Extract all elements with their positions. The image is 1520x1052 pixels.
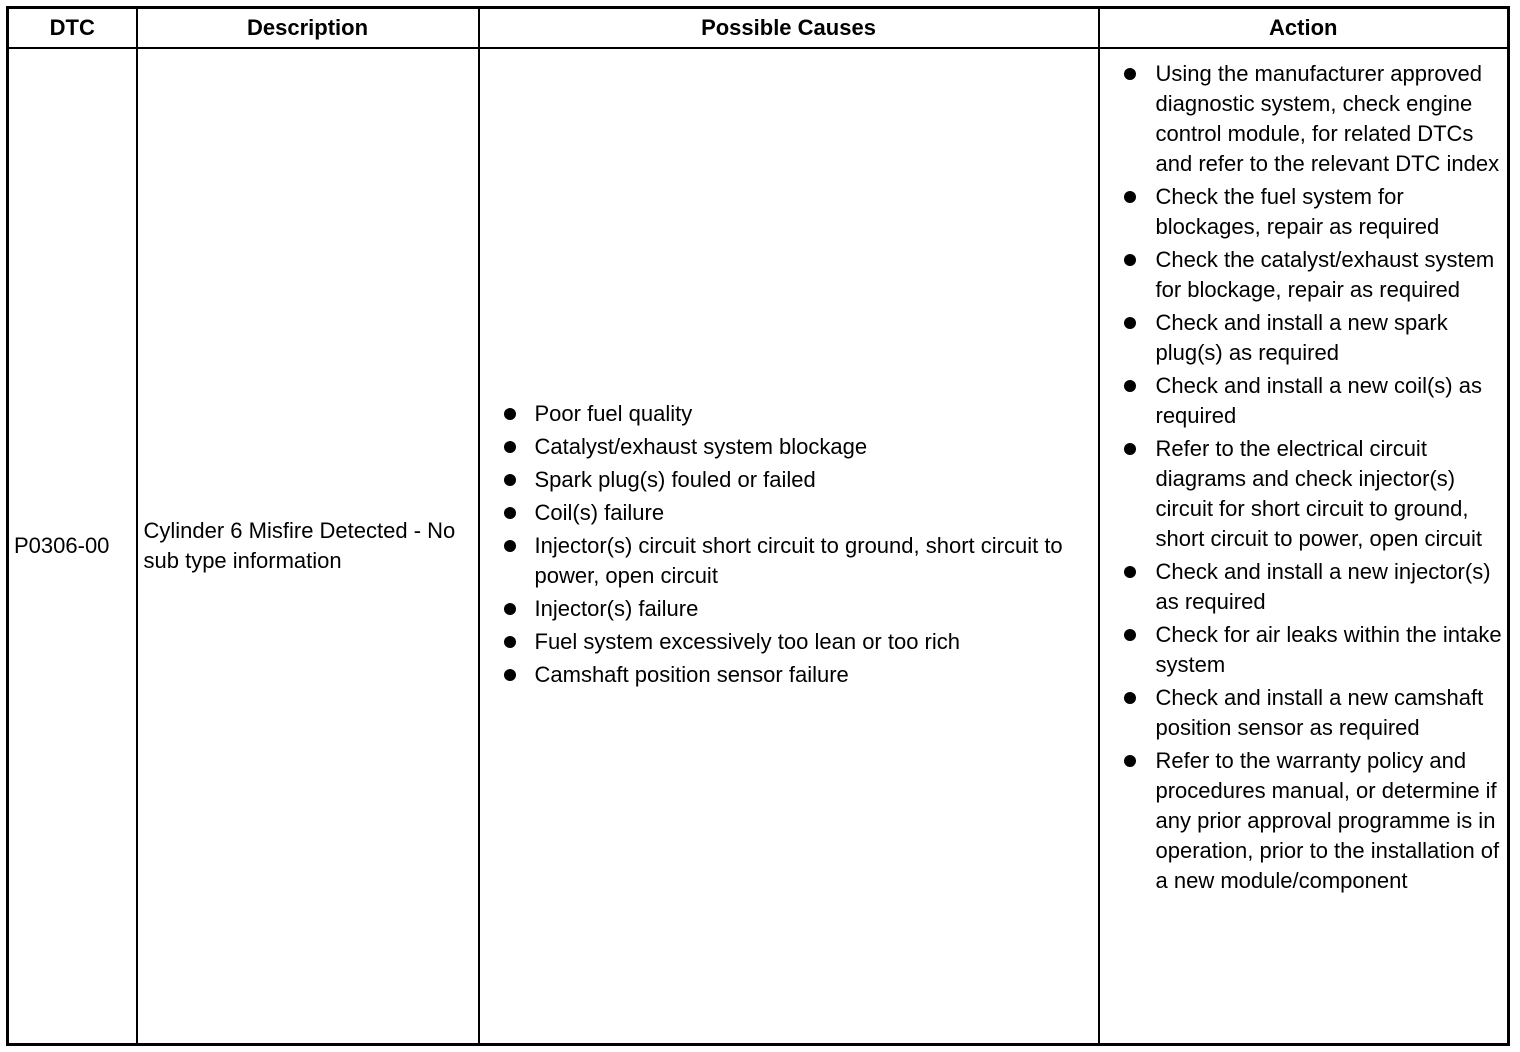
action-item-text: Check the catalyst/exhaust system for bl… — [1155, 247, 1495, 302]
action-item-text: Check for air leaks within the intake sy… — [1155, 622, 1502, 677]
bullet-icon — [503, 603, 516, 615]
bullet-icon — [1123, 755, 1136, 767]
action-item-text: Refer to the electrical circuit diagrams… — [1155, 436, 1482, 551]
action-item: Check for air leaks within the intake sy… — [1123, 620, 1504, 680]
action-item-text: Using the manufacturer approved diagnost… — [1155, 61, 1500, 176]
bullet-icon — [1123, 254, 1136, 266]
cause-item-text: Fuel system excessively too lean or too … — [534, 629, 961, 654]
bullet-icon — [503, 474, 516, 486]
cause-item-text: Spark plug(s) fouled or failed — [534, 467, 816, 492]
cause-item-text: Coil(s) failure — [534, 500, 665, 525]
bullet-icon — [1123, 317, 1136, 329]
cause-item: Poor fuel quality — [503, 399, 1088, 429]
bullet-icon — [503, 408, 516, 420]
action-item-text: Check and install a new camshaft positio… — [1155, 685, 1484, 740]
bullet-icon — [1123, 692, 1136, 704]
action-item: Check the fuel system for blockages, rep… — [1123, 182, 1504, 242]
action-item: Check and install a new injector(s) as r… — [1123, 557, 1504, 617]
cause-item-text: Camshaft position sensor failure — [534, 662, 849, 687]
cause-item: Coil(s) failure — [503, 498, 1088, 528]
header-possible-causes: Possible Causes — [477, 6, 1100, 49]
action-list: Using the manufacturer approved diagnost… — [1100, 59, 1508, 896]
cause-item-text: Injector(s) failure — [534, 596, 699, 621]
bullet-icon — [1123, 629, 1136, 641]
cause-item-text: Catalyst/exhaust system blockage — [534, 434, 868, 459]
cause-item-text: Injector(s) circuit short circuit to gro… — [534, 533, 1063, 588]
action-item: Using the manufacturer approved diagnost… — [1123, 59, 1504, 179]
action-item: Check and install a new spark plug(s) as… — [1123, 308, 1504, 368]
bullet-icon — [503, 669, 516, 681]
bullet-icon — [1123, 191, 1136, 203]
cause-item: Camshaft position sensor failure — [503, 660, 1088, 690]
bullet-icon — [1123, 68, 1136, 80]
dtc-table: DTC Description Possible Causes Action P… — [6, 6, 1510, 1046]
dtc-code: P0306-00 — [6, 47, 138, 1046]
action-item: Check and install a new coil(s) as requi… — [1123, 371, 1504, 431]
action-item: Check the catalyst/exhaust system for bl… — [1123, 245, 1504, 305]
dtc-description: Cylinder 6 Misfire Detected - No sub typ… — [135, 47, 480, 1046]
bullet-icon — [503, 441, 516, 453]
bullet-icon — [503, 636, 516, 648]
bullet-icon — [503, 540, 516, 552]
cause-item: Fuel system excessively too lean or too … — [503, 627, 1088, 657]
header-dtc: DTC — [6, 6, 138, 49]
action-item-text: Check and install a new spark plug(s) as… — [1155, 310, 1448, 365]
cause-item: Injector(s) failure — [503, 594, 1088, 624]
action-item-text: Refer to the warranty policy and procedu… — [1155, 748, 1500, 893]
cause-item: Injector(s) circuit short circuit to gro… — [503, 531, 1088, 591]
header-description: Description — [135, 6, 480, 49]
action-item-text: Check and install a new coil(s) as requi… — [1155, 373, 1482, 428]
action-item-text: Check and install a new injector(s) as r… — [1155, 559, 1491, 614]
header-row: DTC Description Possible Causes Action — [6, 6, 1510, 49]
header-action: Action — [1097, 6, 1510, 49]
table-row: P0306-00 Cylinder 6 Misfire Detected - N… — [6, 47, 1510, 1046]
cause-item: Catalyst/exhaust system blockage — [503, 432, 1088, 462]
cause-item: Spark plug(s) fouled or failed — [503, 465, 1088, 495]
bullet-icon — [1123, 443, 1136, 455]
cause-item-text: Poor fuel quality — [534, 401, 693, 426]
bullet-icon — [503, 507, 516, 519]
possible-causes-cell: Poor fuel quality Catalyst/exhaust system… — [477, 47, 1100, 1046]
bullet-icon — [1123, 566, 1136, 578]
action-item-text: Check the fuel system for blockages, rep… — [1155, 184, 1440, 239]
action-item: Refer to the warranty policy and procedu… — [1123, 746, 1504, 896]
bullet-icon — [1123, 380, 1136, 392]
action-cell: Using the manufacturer approved diagnost… — [1097, 47, 1510, 1046]
action-item: Check and install a new camshaft positio… — [1123, 683, 1504, 743]
action-item: Refer to the electrical circuit diagrams… — [1123, 434, 1504, 554]
possible-causes-list: Poor fuel quality Catalyst/exhaust system… — [480, 399, 1098, 690]
